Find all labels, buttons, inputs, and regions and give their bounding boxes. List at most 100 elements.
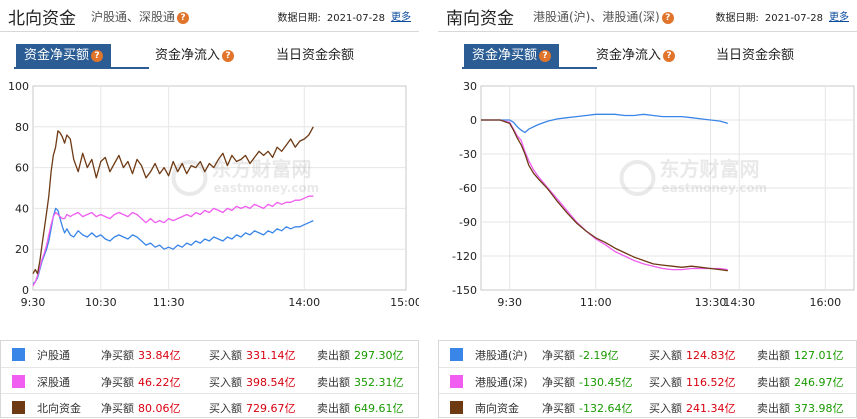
- legend-name: 港股通(沪): [475, 349, 528, 362]
- buy-value: 398.54亿: [246, 376, 296, 389]
- y-tick-label: -30: [459, 148, 477, 161]
- legend-name: 南向资金: [475, 402, 519, 415]
- net-label: 净买额: [542, 402, 575, 415]
- sell-value: 352.31亿: [354, 376, 404, 389]
- help-icon[interactable]: ?: [663, 49, 676, 62]
- buy-value: 116.52亿: [686, 376, 736, 389]
- legend-swatch: [12, 401, 25, 414]
- y-tick-label: 40: [15, 202, 29, 215]
- net-value: -130.45亿: [579, 376, 633, 389]
- buy-label: 买入额: [649, 402, 682, 415]
- legend-swatch: [12, 348, 25, 361]
- y-tick-label: 80: [15, 121, 29, 134]
- buy-label: 买入额: [649, 376, 682, 389]
- panel-title: 南向资金: [446, 9, 514, 29]
- y-tick-label: 0: [470, 114, 477, 127]
- legend-row: 南向资金 净买额 -132.64亿 买入额 241.34亿 卖出额 373.98亿: [439, 393, 856, 419]
- y-tick-label: -120: [452, 250, 477, 263]
- help-icon[interactable]: ?: [222, 49, 235, 62]
- tab-net-buy[interactable]: 资金净买额?: [16, 44, 112, 67]
- help-icon[interactable]: ?: [661, 11, 674, 24]
- more-link[interactable]: 更多: [829, 12, 849, 23]
- tab-net-inflow[interactable]: 资金净流入?: [155, 44, 235, 67]
- buy-value: 241.34亿: [686, 402, 736, 415]
- buy-label: 买入额: [649, 349, 682, 362]
- sell-value: 297.30亿: [354, 349, 404, 362]
- help-icon[interactable]: ?: [539, 49, 552, 62]
- x-tick-label: 10:30: [85, 296, 117, 309]
- x-tick-label: 14:30: [723, 296, 755, 309]
- sell-value: 127.01亿: [794, 349, 844, 362]
- sell-label: 卖出额: [757, 402, 790, 415]
- x-tick-label: 9:30: [497, 296, 522, 309]
- svg-text:eastmoney.com: eastmoney.com: [662, 181, 768, 195]
- tab-net-buy[interactable]: 资金净买额?: [464, 44, 560, 67]
- panel-header: 北向资金 沪股通、深股通? 数据日期: 2021-07-28 更多: [0, 0, 419, 32]
- buy-value: 729.67亿: [246, 402, 296, 415]
- net-label: 净买额: [101, 402, 134, 415]
- sell-value: 246.97亿: [794, 376, 844, 389]
- legend-row: 港股通(深) 净买额 -130.45亿 买入额 116.52亿 卖出额 246.97亿: [439, 367, 856, 393]
- net-value: 33.84亿: [138, 349, 181, 362]
- sell-label: 卖出额: [317, 402, 350, 415]
- panel-title: 北向资金: [8, 9, 76, 29]
- y-tick-label: 100: [8, 80, 29, 93]
- tab-bar: 资金净买额? 资金净流入? 当日资金余额: [0, 44, 419, 67]
- help-icon[interactable]: ?: [177, 11, 190, 24]
- legend-swatch: [12, 375, 25, 388]
- x-tick-label: 9:30: [21, 296, 46, 309]
- tab-underline: [462, 67, 597, 69]
- y-tick-label: -60: [459, 182, 477, 195]
- x-tick-label: 16:00: [809, 296, 841, 309]
- tab-balance[interactable]: 当日资金余额: [276, 48, 355, 63]
- southbound-panel: 南向资金 港股通(沪)、港股通(深)? 数据日期: 2021-07-28 更多 资…: [438, 0, 857, 419]
- legend-name: 北向资金: [37, 402, 81, 415]
- tab-underline: [14, 67, 149, 69]
- svg-text:eastmoney.com: eastmoney.com: [214, 181, 320, 195]
- buy-value: 124.83亿: [686, 349, 736, 362]
- x-tick-label: 14:00: [288, 296, 320, 309]
- net-value: 46.22亿: [138, 376, 181, 389]
- tab-bar: 资金净买额? 资金净流入? 当日资金余额: [438, 44, 857, 67]
- legend-swatch: [450, 375, 463, 388]
- tab-net-inflow[interactable]: 资金净流入?: [596, 44, 676, 67]
- series-line: [32, 195, 314, 287]
- tab-balance[interactable]: 当日资金余额: [716, 48, 795, 63]
- panel-header: 南向资金 港股通(沪)、港股通(深)? 数据日期: 2021-07-28 更多: [438, 0, 857, 32]
- date-display: 数据日期: 2021-07-28: [715, 13, 824, 24]
- svg-text:东方财富网: 东方财富网: [660, 157, 760, 181]
- sell-label: 卖出额: [757, 349, 790, 362]
- legend-row: 沪股通 净买额 33.84亿 买入额 331.14亿 卖出额 297.30亿: [1, 341, 418, 367]
- legend-swatch: [450, 401, 463, 414]
- buy-label: 买入额: [209, 349, 242, 362]
- legend-table: 港股通(沪) 净买额 -2.19亿 买入额 124.83亿 卖出额 127.01亿 港股通(深…: [438, 340, 857, 418]
- legend-name: 港股通(深): [475, 376, 528, 389]
- x-tick-label: 15:00: [390, 296, 419, 309]
- legend-row: 港股通(沪) 净买额 -2.19亿 买入额 124.83亿 卖出额 127.01亿: [439, 341, 856, 367]
- svg-text:东方财富网: 东方财富网: [212, 157, 312, 181]
- help-icon[interactable]: ?: [91, 49, 104, 62]
- legend-row: 深股通 净买额 46.22亿 买入额 398.54亿 卖出额 352.31亿: [1, 367, 418, 393]
- net-label: 净买额: [101, 349, 134, 362]
- legend-name: 沪股通: [37, 349, 70, 362]
- net-label: 净买额: [542, 376, 575, 389]
- net-label: 净买额: [542, 349, 575, 362]
- date-display: 数据日期: 2021-07-28: [277, 13, 386, 24]
- northbound-chart: 100 80 60 40 20 09:30 10:30 11:30 14:00 15:00 东方财富…: [8, 80, 419, 309]
- legend-row: 北向资金 净买额 80.06亿 买入额 729.67亿 卖出额 649.61亿: [1, 393, 418, 419]
- panel-subtitle: 沪股通、深股通?: [91, 8, 190, 25]
- x-tick-label: 11:00: [580, 296, 612, 309]
- buy-value: 331.14亿: [246, 349, 296, 362]
- sell-label: 卖出额: [757, 376, 790, 389]
- y-tick-label: 60: [15, 162, 29, 175]
- buy-label: 买入额: [209, 376, 242, 389]
- sell-value: 649.61亿: [354, 402, 404, 415]
- series-line: [32, 207, 314, 285]
- sell-value: 373.98亿: [794, 402, 844, 415]
- more-link[interactable]: 更多: [391, 12, 411, 23]
- y-tick-label: -90: [459, 216, 477, 229]
- sell-label: 卖出额: [317, 376, 350, 389]
